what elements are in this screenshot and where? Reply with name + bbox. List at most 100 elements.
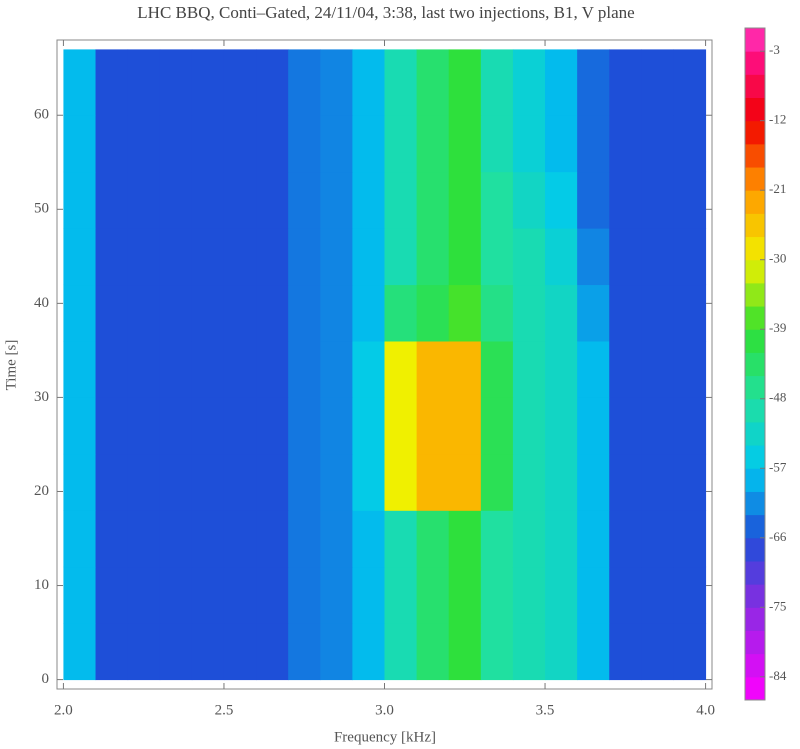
heatmap-cell <box>481 228 514 285</box>
heatmap-cell <box>641 341 674 398</box>
y-tick-label: 30 <box>34 389 49 405</box>
heatmap-cell <box>577 510 610 567</box>
heatmap-cell <box>320 172 353 229</box>
heatmap-cell <box>577 397 610 454</box>
heatmap-cell <box>352 49 385 115</box>
heatmap-cell <box>449 623 482 680</box>
heatmap-cell <box>577 285 610 342</box>
heatmap-cell <box>417 510 450 567</box>
heatmap-cell <box>256 623 289 680</box>
heatmap-cell <box>641 623 674 680</box>
heatmap-cell <box>545 341 578 398</box>
heatmap-cell <box>449 49 482 115</box>
colorbar-swatch <box>745 677 765 701</box>
heatmap-cell <box>609 623 642 680</box>
heatmap-cell <box>288 510 321 567</box>
heatmap-cell <box>449 172 482 229</box>
heatmap-cell <box>513 228 546 285</box>
heatmap-cell <box>481 115 514 172</box>
heatmap-cell <box>96 49 129 115</box>
heatmap-cell <box>224 228 257 285</box>
heatmap-cell <box>192 567 225 624</box>
heatmap-cell <box>192 115 225 172</box>
heatmap-cell <box>481 567 514 624</box>
heatmap-cell <box>160 341 193 398</box>
heatmap-cell <box>63 623 96 680</box>
heatmap-cell <box>256 228 289 285</box>
heatmap-cell <box>224 49 257 115</box>
heatmap-cell <box>609 397 642 454</box>
heatmap-cell <box>385 228 418 285</box>
heatmap-cell <box>96 510 129 567</box>
colorbar-swatch <box>745 584 765 608</box>
heatmap-cell <box>96 454 129 511</box>
heatmap-cell <box>160 567 193 624</box>
heatmap-cell <box>160 623 193 680</box>
heatmap-cell <box>320 567 353 624</box>
colorbar <box>745 28 765 701</box>
colorbar-swatch <box>745 51 765 75</box>
heatmap-cell <box>385 397 418 454</box>
heatmap-cell <box>545 285 578 342</box>
heatmap-cell <box>160 115 193 172</box>
colorbar-swatch <box>745 607 765 631</box>
colorbar-swatch <box>745 399 765 423</box>
heatmap-cell <box>673 49 706 115</box>
heatmap-cell <box>673 510 706 567</box>
heatmap-cell <box>385 341 418 398</box>
heatmap-cell <box>192 228 225 285</box>
heatmap-cell <box>641 454 674 511</box>
colorbar-swatch <box>745 422 765 446</box>
heatmap-cell <box>160 49 193 115</box>
heatmap-cell <box>673 172 706 229</box>
heatmap-cell <box>417 285 450 342</box>
heatmap-cell <box>224 341 257 398</box>
heatmap-cell <box>288 623 321 680</box>
heatmap-cell <box>96 567 129 624</box>
heatmap-cell <box>545 623 578 680</box>
heatmap-cell <box>96 172 129 229</box>
colorbar-swatch <box>745 260 765 284</box>
heatmap-cell <box>288 115 321 172</box>
colorbar-tick-label: -12 <box>769 112 786 127</box>
heatmap-cell <box>63 49 96 115</box>
y-tick-label: 0 <box>42 671 50 687</box>
heatmap-cell <box>417 397 450 454</box>
heatmap-cell <box>385 49 418 115</box>
heatmap-cell <box>545 228 578 285</box>
heatmap-cell <box>128 510 161 567</box>
heatmap-cell <box>224 397 257 454</box>
heatmap-cell <box>224 172 257 229</box>
heatmap-cell <box>96 341 129 398</box>
heatmap-cell <box>256 49 289 115</box>
heatmap-cell <box>513 115 546 172</box>
heatmap-cell <box>641 172 674 229</box>
heatmap-cell <box>449 285 482 342</box>
heatmap-cell <box>417 567 450 624</box>
heatmap-cell <box>609 567 642 624</box>
heatmap-cell <box>288 567 321 624</box>
heatmap-cell <box>545 172 578 229</box>
heatmap-cell <box>481 341 514 398</box>
colorbar-swatch <box>745 376 765 400</box>
heatmap-cell <box>96 285 129 342</box>
heatmap-cell <box>673 623 706 680</box>
heatmap-cell <box>320 228 353 285</box>
colorbar-swatch <box>745 329 765 353</box>
heatmap-cell <box>609 49 642 115</box>
heatmap-cell <box>63 397 96 454</box>
heatmap-cell <box>128 285 161 342</box>
colorbar-swatch <box>745 167 765 191</box>
heatmap-cell <box>673 228 706 285</box>
colorbar-swatch <box>745 561 765 585</box>
y-tick-label: 20 <box>34 483 49 499</box>
heatmap-cell <box>545 567 578 624</box>
heatmap-cell <box>128 397 161 454</box>
heatmap-cell <box>545 454 578 511</box>
heatmap-cell <box>224 115 257 172</box>
heatmap-cell <box>128 172 161 229</box>
heatmap-cell <box>192 49 225 115</box>
heatmap-cell <box>609 285 642 342</box>
colorbar-swatch <box>745 190 765 214</box>
x-tick-label: 2.5 <box>215 702 234 718</box>
